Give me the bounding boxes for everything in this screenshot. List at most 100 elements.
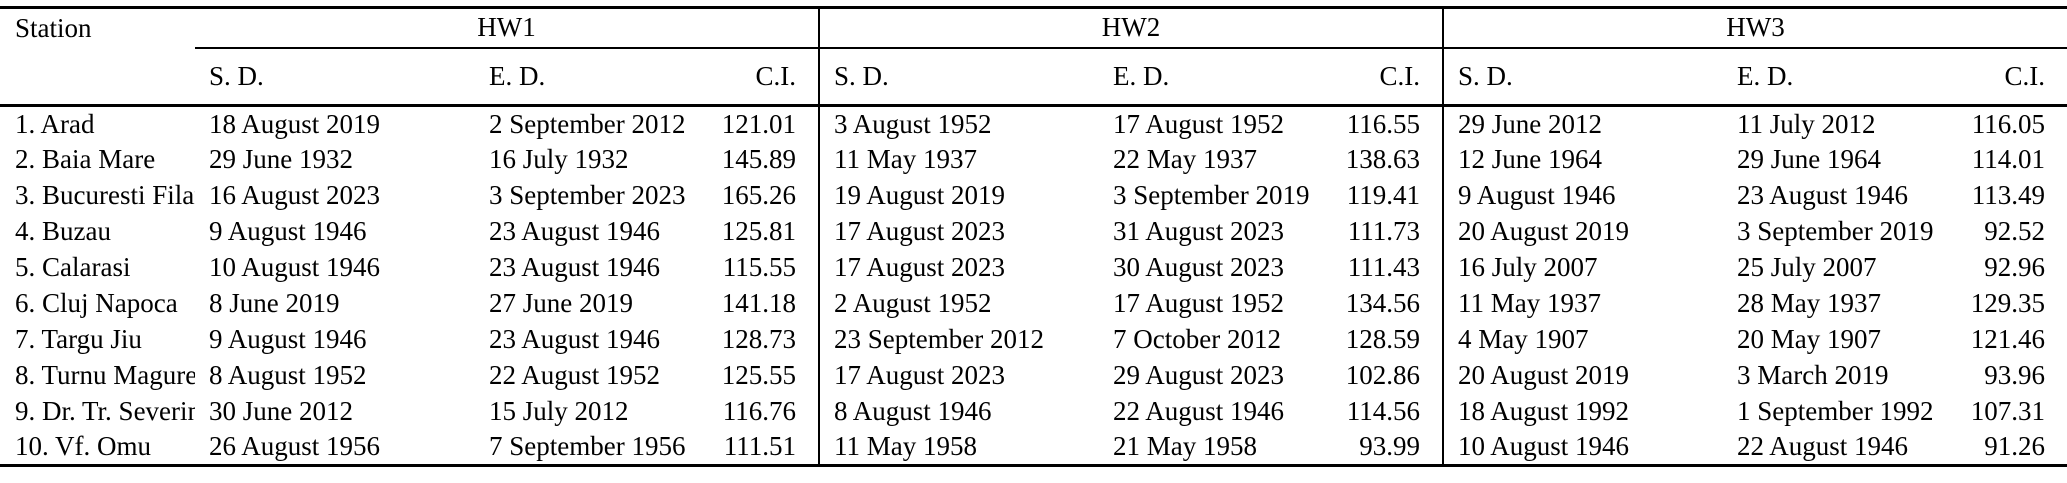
hw3-ed-cell: 20 May 1907	[1737, 324, 1882, 354]
hw3-ci-cell: 113.49	[1971, 180, 2046, 210]
hw1-ci-cell: 121.01	[721, 108, 796, 139]
hw3-ed-cell: 3 September 2019	[1737, 216, 1934, 246]
hw3-sd-cell: 20 August 2019	[1442, 213, 1724, 250]
hw1-ci-header: C.I.	[715, 47, 819, 107]
hw2-sd-cell: 17 August 2023	[818, 213, 1099, 250]
hw1-sd-cell: 18 August 2019	[209, 108, 381, 139]
station-cell: 3. Bucuresti Filaret	[15, 180, 195, 210]
hw3-ed-cell: 28 May 1937	[1737, 288, 1882, 318]
hw3-sd-cell: 9 August 1946	[1442, 177, 1724, 214]
table-row: 9. Dr. Tr. Severin 30 June 2012 15 July …	[0, 393, 2067, 430]
hw2-ci-cell: 111.43	[1347, 252, 1421, 282]
hw2-sd-cell: 23 September 2012	[818, 321, 1099, 358]
station-column-header: Station	[0, 7, 195, 107]
station-cell: 7. Targu Jiu	[15, 324, 142, 354]
hw2-ed-cell: 22 May 1937	[1113, 144, 1257, 174]
hw1-sd-cell: 29 June 1932	[209, 144, 353, 174]
hw3-ed-cell: 29 June 1964	[1737, 144, 1882, 174]
hw1-ed-cell: 23 August 1946	[489, 216, 661, 246]
hw1-sd-cell: 16 August 2023	[209, 180, 381, 210]
hw2-ed-cell: 30 August 2023	[1113, 252, 1285, 282]
hw2-sd-header: S. D.	[818, 47, 1099, 107]
group-header-hw3: HW3	[1442, 7, 2067, 49]
hw2-ed-header: E. D.	[1099, 47, 1339, 107]
hw3-ed-cell: 3 March 2019	[1737, 360, 1889, 390]
hw3-sd-cell: 11 May 1937	[1442, 285, 1724, 322]
table-row: 7. Targu Jiu 9 August 1946 23 August 194…	[0, 321, 2067, 358]
hw2-ci-cell: 119.41	[1346, 180, 1421, 210]
hw3-ci-header: C.I.	[1963, 47, 2067, 107]
hw2-sd-cell: 17 August 2023	[818, 249, 1099, 286]
hw2-ci-cell: 138.63	[1345, 144, 1421, 174]
hw2-ci-cell: 102.86	[1345, 360, 1421, 390]
group-header-hw1: HW1	[195, 7, 819, 49]
hw3-ci-cell: 107.31	[1970, 396, 2046, 426]
table-row: 2. Baia Mare 29 June 1932 16 July 1932 1…	[0, 141, 2067, 178]
hw1-ci-cell: 116.76	[722, 396, 796, 426]
hw2-sd-cell: 11 May 1958	[818, 429, 1099, 467]
hw2-ed-cell: 17 August 1952	[1113, 108, 1285, 139]
hw1-ci-cell: 111.51	[715, 429, 819, 467]
hw3-ci-cell: 92.96	[1984, 252, 2046, 282]
hw1-ed-cell: 15 July 2012	[489, 396, 629, 426]
hw1-ed-cell: 7 September 1956	[475, 429, 715, 467]
station-cell: 4. Buzau	[15, 216, 111, 246]
hw3-sd-header: S. D.	[1442, 47, 1724, 107]
hw1-ci-cell: 115.55	[722, 252, 796, 282]
hw3-ci-cell: 91.26	[1963, 429, 2067, 467]
hw2-ci-cell: 128.59	[1345, 324, 1421, 354]
hw2-ci-cell: 111.73	[1347, 216, 1421, 246]
hw3-ci-cell: 92.52	[1984, 216, 2046, 246]
hw1-sd-cell: 9 August 1946	[209, 216, 367, 246]
hw3-sd-cell: 10 August 1946	[1442, 429, 1724, 467]
hw2-sd-cell: 8 August 1946	[818, 393, 1099, 430]
hw2-ed-cell: 29 August 2023	[1113, 360, 1285, 390]
hw3-ci-cell: 114.01	[1971, 144, 2046, 174]
hw3-sd-cell: 4 May 1907	[1442, 321, 1724, 358]
group-header-row: Station HW1 HW2 HW3	[0, 7, 2067, 107]
hw2-ed-cell: 3 September 2019	[1113, 180, 1310, 210]
hw3-ci-cell: 129.35	[1970, 288, 2046, 318]
hw2-ci-cell: 114.56	[1346, 396, 1421, 426]
table-row: 1. Arad 18 August 2019 2 September 2012 …	[0, 105, 2067, 142]
hw1-ed-cell: 23 August 1946	[489, 324, 661, 354]
hw2-ci-cell: 116.55	[1346, 108, 1421, 139]
hw2-ed-cell: 17 August 1952	[1113, 288, 1285, 318]
hw2-sd-cell: 3 August 1952	[818, 105, 1099, 142]
hw2-ed-cell: 7 October 2012	[1113, 324, 1281, 354]
hw3-sd-cell: 29 June 2012	[1442, 105, 1724, 142]
hw1-ci-cell: 165.26	[721, 180, 796, 210]
group-header-hw2: HW2	[817, 7, 1444, 49]
hw1-sd-header: S. D.	[195, 47, 475, 107]
hw1-sd-cell: 8 August 1952	[209, 360, 367, 390]
hw1-ed-cell: 27 June 2019	[489, 288, 633, 318]
hw2-ed-cell: 21 May 1958	[1099, 429, 1339, 467]
hw3-sd-cell: 20 August 2019	[1442, 357, 1724, 394]
hw1-ed-cell: 3 September 2023	[489, 180, 686, 210]
hw3-ci-cell: 121.46	[1970, 324, 2046, 354]
hw3-ed-cell: 1 September 1992	[1737, 396, 1934, 426]
hw2-sd-cell: 2 August 1952	[818, 285, 1099, 322]
hw1-sd-cell: 30 June 2012	[209, 396, 353, 426]
hw1-ed-cell: 23 August 1946	[489, 252, 661, 282]
station-cell: 1. Arad	[15, 108, 95, 139]
station-cell: 9. Dr. Tr. Severin	[15, 396, 195, 426]
hw3-ed-cell: 23 August 1946	[1737, 180, 1909, 210]
hw2-sd-cell: 17 August 2023	[818, 357, 1099, 394]
hw2-sd-cell: 11 May 1937	[818, 141, 1099, 178]
station-cell: 2. Baia Mare	[15, 144, 156, 174]
hw3-sd-cell: 18 August 1992	[1442, 393, 1724, 430]
hw3-ed-cell: 25 July 2007	[1737, 252, 1877, 282]
hw2-ed-cell: 31 August 2023	[1113, 216, 1285, 246]
table-row: 8. Turnu Magurele 8 August 1952 22 Augus…	[0, 357, 2067, 394]
hw2-ed-cell: 22 August 1946	[1113, 396, 1285, 426]
hw3-ed-cell: 22 August 1946	[1723, 429, 1964, 467]
heatwave-station-table: Station HW1 HW2 HW3 S. D. E. D. C.I. S. …	[0, 6, 2067, 467]
hw3-ed-cell: 11 July 2012	[1737, 108, 1876, 139]
hw1-ci-cell: 128.73	[721, 324, 796, 354]
hw1-ed-cell: 22 August 1952	[489, 360, 661, 390]
hw2-ci-cell: 93.99	[1339, 429, 1444, 467]
hw2-ci-header: C.I.	[1339, 47, 1444, 107]
hw1-sd-cell: 10 August 1946	[209, 252, 381, 282]
station-cell: 6. Cluj Napoca	[15, 288, 178, 318]
